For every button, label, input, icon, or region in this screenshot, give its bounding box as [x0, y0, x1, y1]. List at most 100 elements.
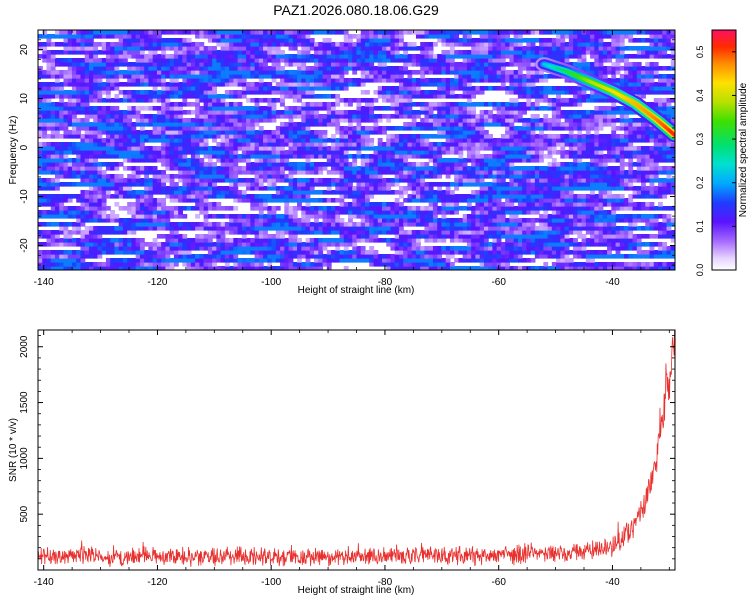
spectrogram-cell	[127, 150, 133, 155]
spectrogram-cell	[314, 246, 319, 251]
spectrogram-cell	[165, 134, 171, 139]
spectrogram-cell	[428, 218, 434, 223]
spectrogram-cell	[547, 238, 553, 243]
spectrogram-cell	[139, 266, 145, 270]
spectrogram-cell	[432, 158, 438, 163]
spectrogram-cell	[186, 238, 192, 243]
spectrogram-cell	[437, 246, 443, 251]
spectrogram-cell	[466, 130, 472, 135]
spectrogram-cell	[364, 130, 370, 135]
spectrogram-cell	[394, 146, 400, 151]
spectrogram-cell	[624, 218, 629, 223]
spectrogram-cell	[267, 186, 273, 191]
spectrogram-cell	[645, 150, 651, 155]
spectrogram-cell	[564, 206, 570, 211]
spectrogram-cell	[148, 254, 154, 259]
spectrogram-cell	[258, 198, 264, 203]
spectrogram-cell	[407, 258, 413, 263]
spectrogram-cell	[530, 150, 536, 155]
spectrogram-cell	[46, 166, 52, 171]
spectrogram-cell	[297, 194, 302, 199]
spectrogram-cell	[122, 142, 128, 147]
spectrogram-cell	[118, 174, 124, 179]
spectrogram-cell	[670, 158, 675, 163]
spectrogram-cell	[517, 218, 523, 223]
spectrogram-cell	[301, 166, 307, 171]
spectrogram-cell	[539, 238, 544, 243]
spectrogram-cell	[602, 262, 608, 267]
spectrogram-cell	[543, 198, 549, 203]
spectrogram-cell	[662, 154, 668, 159]
spectrogram-cell	[543, 114, 549, 119]
spectrogram-cell	[84, 166, 90, 171]
spectrogram-cell	[186, 126, 192, 131]
spectrogram-cell	[526, 230, 532, 235]
spectrogram-cell	[403, 158, 409, 163]
spectrogram-cell	[348, 194, 353, 199]
spectrogram-cell	[420, 258, 426, 263]
spectrogram-cell	[381, 254, 387, 259]
spectrogram-cell	[598, 182, 604, 187]
spectrogram-cell	[556, 222, 561, 227]
spectrogram-cell	[110, 154, 116, 159]
spectrogram-cell	[500, 170, 506, 175]
spectrogram-cell	[165, 214, 171, 219]
spectrogram-cell	[93, 170, 99, 175]
spectrogram-cell	[492, 166, 498, 171]
spectrogram-cell	[517, 266, 523, 270]
spectrogram-cell	[564, 238, 570, 243]
spectrogram-cell	[526, 226, 532, 231]
spectrogram-cell	[161, 210, 166, 215]
spectrogram-cell	[224, 250, 230, 255]
spectrogram-cell	[169, 114, 175, 119]
spectrogram-cell	[246, 182, 251, 187]
spectrogram-cell	[331, 118, 336, 123]
spectrogram-cell	[462, 246, 468, 251]
spectrogram-cell	[386, 230, 392, 235]
spectrogram-cell	[114, 194, 120, 199]
spectrogram-cell	[71, 262, 77, 267]
spectrogram-cell	[415, 126, 421, 131]
spectrogram-cell	[641, 202, 646, 207]
spectrogram-cell	[314, 226, 319, 231]
spectrogram-cell	[551, 234, 557, 239]
spectrogram-cell	[258, 234, 264, 239]
spectrogram-cell	[275, 186, 281, 191]
spectrogram-cell	[110, 134, 116, 139]
spectrogram-cell	[275, 126, 281, 131]
spectrogram-cell	[428, 238, 434, 243]
spectrogram-cell	[373, 222, 379, 227]
spectrogram-cell	[611, 138, 617, 143]
spectrogram-cell	[182, 262, 188, 267]
spectrogram-cell	[335, 218, 341, 223]
spectrogram-cell	[645, 170, 651, 175]
spectrogram-cell	[424, 230, 430, 235]
spectrogram-cell	[182, 226, 188, 231]
spectrogram-cell	[50, 258, 56, 263]
spectrogram-cell	[653, 242, 659, 247]
spectrogram-cell	[573, 214, 578, 219]
spectrogram-cell	[144, 258, 150, 263]
spectrogram-cell	[305, 122, 311, 127]
spectrogram-cell	[458, 150, 464, 155]
spectrogram-cell	[352, 162, 358, 167]
spectrogram-cell	[381, 214, 387, 219]
spectrogram-cell	[492, 258, 498, 263]
spectrogram-cell	[288, 266, 294, 270]
spectrogram-cell	[46, 198, 52, 203]
spectrogram-cell	[615, 262, 621, 267]
spectrogram-cell	[50, 126, 56, 131]
spectrogram-cell	[42, 230, 48, 235]
spectrogram-cell	[241, 150, 247, 155]
spectrogram-cell	[658, 186, 663, 191]
spectrogram-cell	[424, 222, 430, 227]
spectrogram-cell	[326, 262, 332, 267]
spectrogram-cell	[590, 218, 595, 223]
spectrogram-cell	[509, 258, 515, 263]
spectrogram-cell	[50, 134, 56, 139]
spectrogram-cell	[360, 154, 366, 159]
spectrogram-cell	[352, 226, 358, 231]
spectrogram-cell	[80, 210, 86, 215]
spectrogram-cell	[135, 166, 141, 171]
spectrogram-cell	[619, 214, 625, 219]
